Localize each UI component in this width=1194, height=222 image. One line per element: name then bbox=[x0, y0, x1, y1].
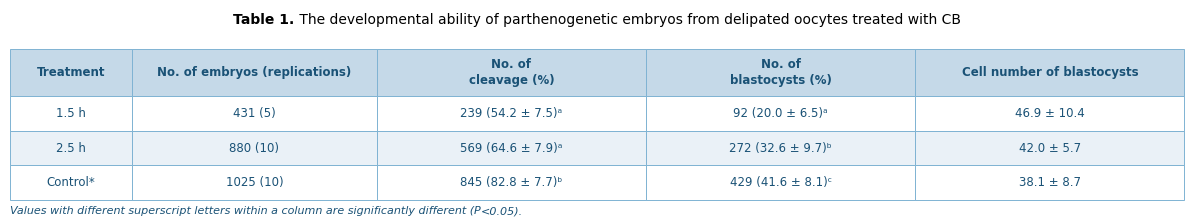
Text: 239 (54.2 ± 7.5)ᵃ: 239 (54.2 ± 7.5)ᵃ bbox=[460, 107, 562, 120]
Bar bbox=[646, 165, 916, 200]
Bar bbox=[133, 96, 377, 131]
Text: 429 (41.6 ± 8.1)ᶜ: 429 (41.6 ± 8.1)ᶜ bbox=[730, 176, 832, 189]
Text: 42.0 ± 5.7: 42.0 ± 5.7 bbox=[1018, 142, 1081, 155]
Text: No. of embryos (replications): No. of embryos (replications) bbox=[158, 66, 351, 79]
Text: 569 (64.6 ± 7.9)ᵃ: 569 (64.6 ± 7.9)ᵃ bbox=[460, 142, 562, 155]
Text: 880 (10): 880 (10) bbox=[229, 142, 279, 155]
Text: Values with different superscript letters within a column are significantly diff: Values with different superscript letter… bbox=[10, 206, 474, 216]
Bar bbox=[377, 96, 646, 131]
Bar bbox=[10, 49, 133, 96]
Text: Table 1.: Table 1. bbox=[233, 13, 295, 27]
Bar bbox=[916, 131, 1184, 165]
Text: P: P bbox=[474, 206, 480, 216]
Bar bbox=[10, 165, 133, 200]
Text: <0.05).: <0.05). bbox=[480, 206, 523, 216]
Text: No. of
cleavage (%): No. of cleavage (%) bbox=[468, 58, 554, 87]
Bar bbox=[133, 131, 377, 165]
Text: 92 (20.0 ± 6.5)ᵃ: 92 (20.0 ± 6.5)ᵃ bbox=[733, 107, 827, 120]
Bar bbox=[646, 96, 916, 131]
Bar bbox=[377, 165, 646, 200]
Bar bbox=[916, 165, 1184, 200]
Text: Treatment: Treatment bbox=[37, 66, 105, 79]
Text: The developmental ability of parthenogenetic embryos from delipated oocytes trea: The developmental ability of parthenogen… bbox=[295, 13, 961, 27]
Bar bbox=[646, 131, 916, 165]
Bar bbox=[916, 96, 1184, 131]
Bar bbox=[377, 49, 646, 96]
Bar bbox=[133, 49, 377, 96]
Text: 2.5 h: 2.5 h bbox=[56, 142, 86, 155]
Text: No. of
blastocysts (%): No. of blastocysts (%) bbox=[730, 58, 831, 87]
Text: 431 (5): 431 (5) bbox=[233, 107, 276, 120]
Bar bbox=[646, 49, 916, 96]
Bar bbox=[916, 49, 1184, 96]
Bar bbox=[10, 131, 133, 165]
Bar bbox=[133, 165, 377, 200]
Bar bbox=[10, 96, 133, 131]
Text: Control*: Control* bbox=[47, 176, 96, 189]
Text: 1.5 h: 1.5 h bbox=[56, 107, 86, 120]
Text: 38.1 ± 8.7: 38.1 ± 8.7 bbox=[1018, 176, 1081, 189]
Bar bbox=[377, 131, 646, 165]
Text: 845 (82.8 ± 7.7)ᵇ: 845 (82.8 ± 7.7)ᵇ bbox=[460, 176, 562, 189]
Text: 1025 (10): 1025 (10) bbox=[226, 176, 283, 189]
Text: 272 (32.6 ± 9.7)ᵇ: 272 (32.6 ± 9.7)ᵇ bbox=[730, 142, 832, 155]
Text: Cell number of blastocysts: Cell number of blastocysts bbox=[961, 66, 1138, 79]
Text: 46.9 ± 10.4: 46.9 ± 10.4 bbox=[1015, 107, 1084, 120]
